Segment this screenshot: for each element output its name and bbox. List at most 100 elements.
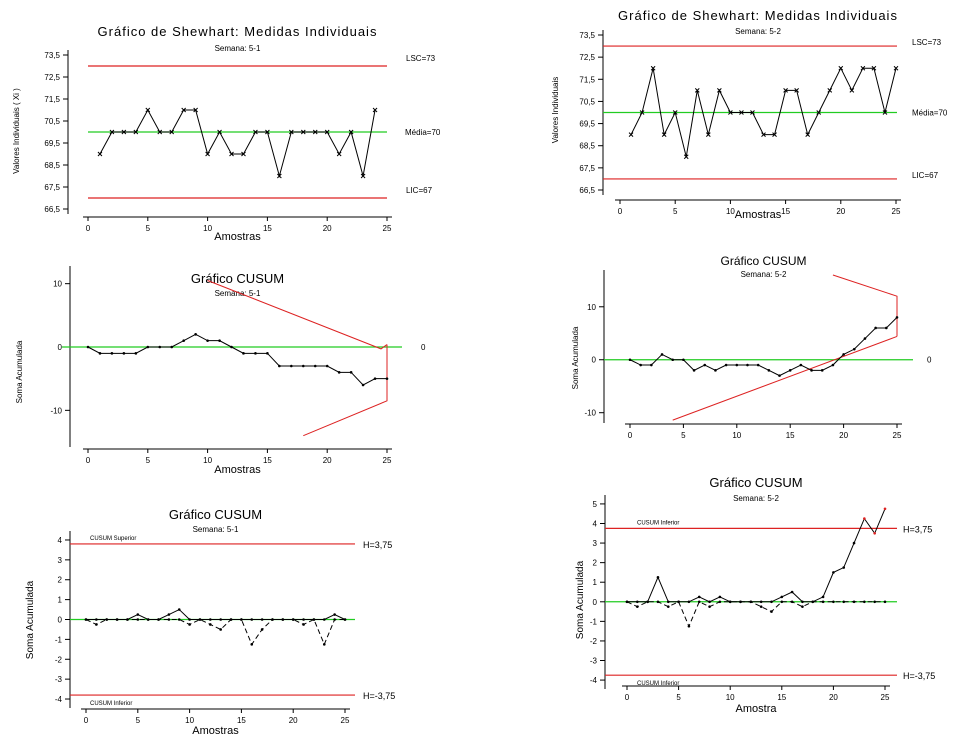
data-point [122,352,126,355]
y-tick-label: 2 [58,576,63,585]
data-point [170,345,174,349]
chart-title: Gráfico CUSUM [169,507,262,522]
center-label: 0 [927,356,932,365]
x-tick-label: 20 [829,693,838,702]
x-tick-label: 25 [893,431,902,440]
y-tick-label: 0 [58,616,63,625]
data-point [198,618,202,621]
data-point [683,154,689,160]
y-tick-label: 5 [593,500,598,509]
chart-subtitle: Semana: 5-1 [215,289,261,298]
data-point [325,364,329,368]
limit-caption: CUSUM Inferior [637,681,679,687]
data-point [656,600,660,604]
data-point [873,600,876,604]
data-point [821,600,825,604]
data-point [205,151,210,157]
y-tick-label: 3 [58,556,63,565]
data-point [761,132,766,137]
data-point [157,129,163,135]
data-point [883,600,887,604]
chart-panel-1: Gráfico de Shewhart: Medidas Individuais… [12,24,441,243]
data-point [671,358,675,362]
data-point [682,358,685,362]
x-tick-label: 20 [323,456,332,465]
data-point [666,600,670,604]
data-point [636,605,639,608]
chart-subtitle: Semana: 5-1 [215,44,261,53]
data-point [660,353,664,356]
data-point [650,363,653,367]
data-point [84,618,88,621]
x-tick-label: 10 [203,224,212,233]
data-point [852,600,856,604]
data-point [759,605,763,608]
data-point [177,608,181,611]
data-point [194,333,197,336]
data-point [739,600,742,604]
data-point [219,628,222,631]
limit-label: LSC=73 [912,38,942,47]
data-point [134,352,138,355]
series-line-1 [627,508,886,603]
data-point [348,129,354,135]
x-tick-label: 20 [289,716,298,725]
y-tick-label: 10 [587,303,596,312]
data-point [639,110,645,115]
data-point [229,151,234,157]
center-label: 0 [421,343,426,352]
x-tick-label: 5 [676,693,681,702]
x-tick-label: 0 [618,207,623,216]
data-point [271,618,274,621]
data-point [188,618,191,621]
data-point [852,541,856,545]
data-point [666,605,670,608]
data-point [820,369,824,372]
data-point [842,566,846,569]
limit-label: Média=70 [912,109,948,118]
data-point [241,151,246,157]
data-point [871,65,877,71]
data-point [158,345,162,349]
data-point [167,618,171,621]
data-point [218,339,221,342]
y-tick-label: -4 [55,695,63,704]
data-point [697,600,701,604]
data-point [735,363,739,367]
y-tick-label: 70,5 [579,97,595,106]
v-mask-upper [832,274,898,337]
data-point [842,600,846,604]
data-point [240,618,243,621]
y-tick-label: 4 [58,536,63,545]
data-point [301,364,305,368]
x-tick-label: 0 [86,456,91,465]
y-axis-label: Valores Individuais [551,77,560,144]
y-axis-label: Soma Acumulada [575,560,586,639]
y-tick-label: 67,5 [44,183,60,192]
y-tick-label: 71,5 [44,95,60,104]
chart-panel-3: Gráfico CUSUM Semana: 5-1 10 0 -10 0 5 10 15 20 25… [15,266,426,476]
data-point [349,371,353,374]
data-point [136,613,140,616]
data-point [288,129,294,135]
data-point [694,88,700,93]
limit-label: LIC=67 [912,171,939,180]
data-point [811,600,815,604]
x-axis-label: Amostras [735,209,782,221]
data-point [219,618,222,621]
data-point [193,107,198,113]
data-point [708,605,711,608]
data-point [873,531,876,535]
data-point [343,618,347,621]
y-tick-label: 0 [592,356,597,365]
y-tick-label: -2 [55,655,63,664]
data-point [697,595,701,599]
data-point [703,363,707,367]
data-point [746,363,749,367]
decision-limit-label: H=3,75 [903,524,932,534]
y-axis-label: Soma Acumulada [15,340,24,403]
y-tick-label: 69,5 [44,139,60,148]
data-point [801,605,804,608]
data-point [863,600,866,604]
data-point [801,600,804,604]
